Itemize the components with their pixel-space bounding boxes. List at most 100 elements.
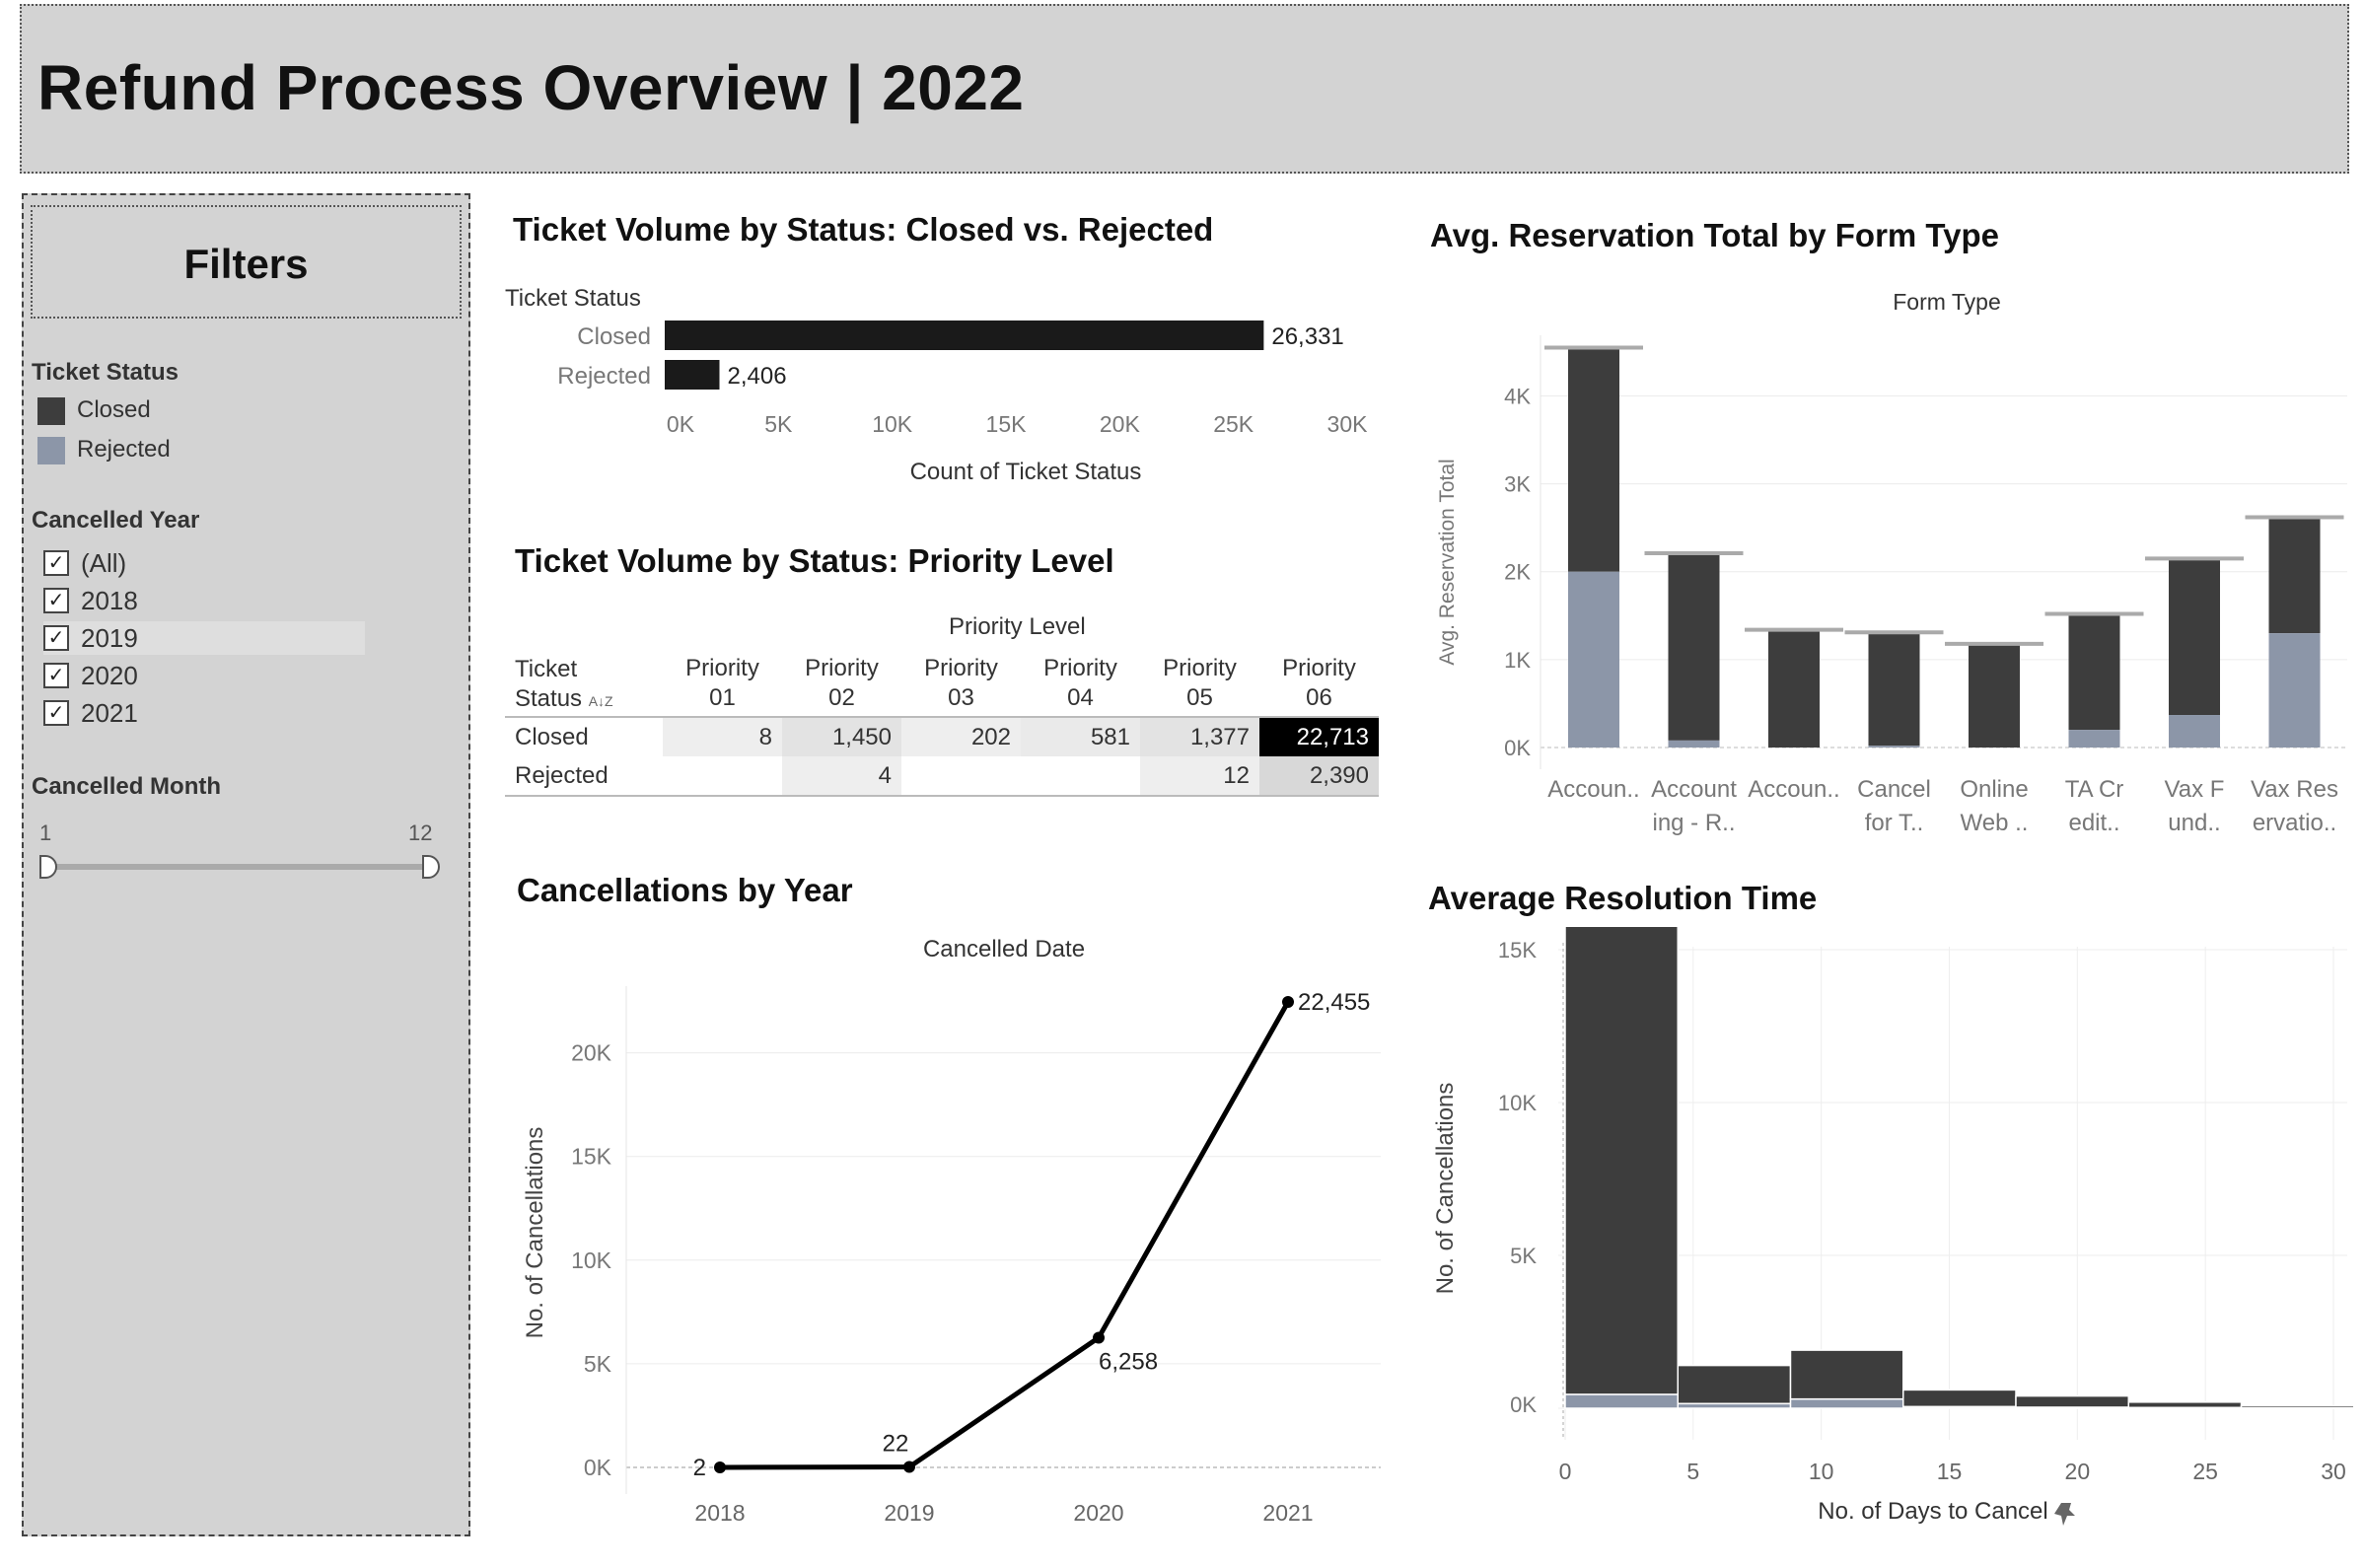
status-bar-title: Ticket Volume by Status: Closed vs. Reje…	[513, 211, 1214, 248]
x-tick-label: 15	[1937, 1459, 1963, 1484]
table-cell: 1,377	[1140, 717, 1259, 756]
cancellations-line-chart: Cancelled Date 0K 5K 10K 15K 20K No. of Cancel…	[522, 936, 1381, 1526]
table-cell: 8	[663, 717, 782, 756]
category-label: Account	[1651, 776, 1737, 803]
table-cell: 12	[1140, 756, 1259, 796]
bar-rejected	[2268, 633, 2321, 748]
status-bar-chart: Ticket Status Closed 26,331 Rejected 2,406 0K…	[505, 285, 1368, 485]
table-row-rejected[interactable]: Rejected 4 12 2,390	[505, 756, 1379, 796]
x-tick-label: 2020	[1073, 1500, 1123, 1526]
data-point	[903, 1461, 915, 1473]
x-tick-label: 25	[2192, 1459, 2218, 1484]
legend-item-rejected[interactable]: Rejected	[37, 436, 171, 464]
year-checkbox-2020[interactable]: ✓ 2020	[43, 659, 138, 692]
bar-closed	[1768, 629, 1820, 748]
col-header-line2: 02	[828, 684, 855, 711]
col-header-line1: Priority	[1163, 655, 1237, 681]
rejected-swatch	[37, 436, 65, 464]
y-axis-title: Ticket Status	[505, 285, 641, 312]
year-title: Cancellations by Year	[517, 872, 853, 908]
month-slider-left-handle[interactable]	[39, 855, 57, 879]
bar-closed	[2268, 517, 2321, 634]
checkbox-check-icon[interactable]: ✓	[43, 663, 69, 688]
x-tick-label: 10K	[872, 411, 913, 437]
month-slider-track[interactable]	[47, 864, 436, 870]
year-checkbox-2018[interactable]: ✓ 2018	[43, 584, 138, 617]
y-tick-label: 4K	[1504, 384, 1531, 408]
table-cell: 4	[782, 756, 901, 796]
y-tick-label: 2K	[1504, 560, 1531, 585]
histogram-bar-closed	[1564, 927, 1680, 1395]
histogram-bar-closed	[1789, 1349, 1904, 1400]
y-axis-title: No. of Cancellations	[522, 1127, 548, 1339]
month-slider-right-handle[interactable]	[422, 855, 440, 879]
column-header: Priority 06	[1259, 651, 1379, 717]
y-tick-label: 1K	[1504, 648, 1531, 673]
column-header: Priority 01	[663, 651, 782, 717]
cancelled-year-filter-label: Cancelled Year	[32, 507, 200, 534]
resolution-title: Average Resolution Time	[1428, 880, 1818, 916]
checkbox-check-icon[interactable]: ✓	[43, 625, 69, 651]
category-label: Rejected	[557, 363, 651, 390]
col-header-line1: Priority	[924, 655, 998, 681]
month-slider-min: 1	[39, 820, 52, 845]
form-title: Avg. Reservation Total by Form Type	[1430, 217, 2000, 253]
category-label: Online	[1960, 776, 2028, 803]
y-axis-title: No. of Cancellations	[1432, 1083, 1459, 1295]
histogram-bar-closed	[2127, 1401, 2243, 1409]
category-label: Web ..	[1961, 810, 2029, 836]
col-header-line2: 04	[1067, 684, 1094, 711]
table-cell	[901, 756, 1021, 796]
col-header-line2: 06	[1306, 684, 1332, 711]
legend-rejected-label: Rejected	[77, 436, 171, 463]
checkbox-check-icon[interactable]: ✓	[43, 588, 69, 613]
table-row-closed[interactable]: Closed 8 1,450 202 581 1,377 22,713	[505, 717, 1379, 756]
series-line	[719, 1000, 1291, 1470]
bar-closed	[2169, 558, 2220, 716]
histogram-bar-closed	[1902, 1389, 2017, 1408]
histogram-bar-rejected	[1789, 1397, 1904, 1409]
year-checkbox-all[interactable]: ✓ (All)	[43, 546, 126, 580]
priority-title: Ticket Volume by Status: Priority Level	[515, 542, 1114, 579]
priority-table: Ticket Status A↓Z Priority 01 Priority 02 P…	[505, 651, 1379, 797]
x-axis-title: No. of Days to Cancel	[1818, 1498, 2047, 1525]
data-point	[1093, 1331, 1105, 1344]
y-tick-label: 15K	[1498, 938, 1537, 962]
table-cell: 1,450	[782, 717, 901, 756]
category-label: ervatio..	[2253, 810, 2336, 836]
y-axis-title: Avg. Reservation Total	[1436, 459, 1459, 665]
column-header: Priority 03	[901, 651, 1021, 717]
y-tick-label: 3K	[1504, 472, 1531, 497]
year-checkbox-2021[interactable]: ✓ 2021	[43, 696, 138, 730]
x-tick-label: 5	[1686, 1459, 1699, 1484]
checkbox-check-icon[interactable]: ✓	[43, 700, 69, 726]
table-cell	[1021, 756, 1140, 796]
bar-closed	[1568, 347, 1619, 572]
resolution-histogram: 0K 5K 10K 15K 0 5 10 15 20 25 30 No. of Cancellatio…	[1432, 927, 2353, 1526]
bar-closed	[1969, 643, 2020, 748]
data-label: 22,455	[1298, 989, 1370, 1016]
priority-level-header: Priority Level	[949, 613, 1086, 640]
year-option-label: 2020	[81, 660, 138, 690]
row-header-cell: Ticket Status A↓Z	[505, 651, 663, 717]
chart-header: Form Type	[1893, 289, 2001, 315]
histogram-bar-rejected	[2127, 1406, 2243, 1409]
checkbox-check-icon[interactable]: ✓	[43, 550, 69, 576]
x-tick-label: 2019	[884, 1500, 934, 1526]
legend-item-closed[interactable]: Closed	[37, 396, 151, 425]
col-header-line1: Priority	[1282, 655, 1356, 681]
table-cell: 202	[901, 717, 1021, 756]
year-checkbox-2019[interactable]: ✓ 2019	[43, 621, 365, 655]
sort-icon[interactable]: A↓Z	[588, 693, 613, 709]
column-header: Priority 05	[1140, 651, 1259, 717]
x-tick-label: 2018	[694, 1500, 745, 1526]
histogram-bar-rejected	[2015, 1406, 2130, 1409]
table-cell: 581	[1021, 717, 1140, 756]
category-label: Vax F	[2165, 776, 2225, 803]
data-label: 22	[883, 1431, 909, 1458]
histogram-bar-rejected	[1902, 1405, 2017, 1409]
x-tick-label: 10	[1809, 1459, 1834, 1484]
data-point	[1282, 996, 1294, 1008]
dashboard-title: Refund Process Overview | 2022	[37, 52, 1025, 123]
bar-closed	[2068, 613, 2120, 731]
